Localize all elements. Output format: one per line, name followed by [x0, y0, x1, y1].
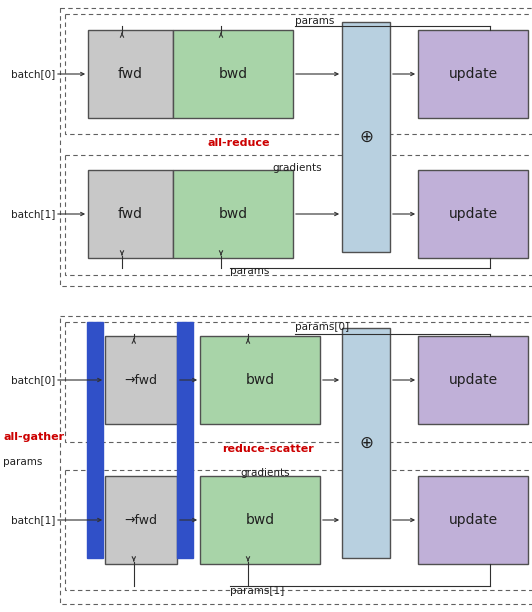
Text: params: params	[3, 457, 43, 467]
Bar	[60, 316, 532, 604]
Text: batch[1]: batch[1]	[11, 515, 55, 525]
Bar	[65, 322, 532, 442]
Bar	[200, 476, 320, 564]
Bar	[418, 476, 528, 564]
Text: params[0]: params[0]	[295, 322, 349, 332]
Text: update: update	[448, 513, 497, 527]
Bar	[65, 470, 532, 590]
Bar	[65, 155, 532, 275]
Bar	[105, 336, 177, 424]
Text: all-gather: all-gather	[3, 432, 64, 442]
Text: gradients: gradients	[240, 468, 289, 478]
Bar	[342, 22, 390, 252]
Text: fwd: fwd	[118, 207, 143, 221]
Text: bwd: bwd	[219, 207, 247, 221]
Text: batch[0]: batch[0]	[11, 375, 55, 385]
Text: update: update	[448, 67, 497, 81]
Text: batch[1]: batch[1]	[11, 209, 55, 219]
Text: ⊕: ⊕	[359, 434, 373, 452]
Bar	[342, 328, 390, 558]
Bar	[88, 30, 173, 118]
Bar	[200, 336, 320, 424]
Bar	[87, 322, 103, 558]
Text: params[1]: params[1]	[230, 586, 284, 596]
Bar	[418, 336, 528, 424]
Text: params: params	[230, 266, 269, 276]
Bar	[60, 8, 532, 286]
Text: batch[0]: batch[0]	[11, 69, 55, 79]
Text: bwd: bwd	[245, 513, 275, 527]
Text: params: params	[295, 16, 335, 26]
Text: all-reduce: all-reduce	[207, 138, 270, 148]
Bar	[173, 30, 293, 118]
Bar	[65, 14, 532, 134]
Bar	[88, 170, 173, 258]
Text: →fwd: →fwd	[124, 373, 157, 387]
Text: ⊕: ⊕	[359, 128, 373, 146]
Text: update: update	[448, 373, 497, 387]
Text: reduce-scatter: reduce-scatter	[222, 444, 314, 454]
Bar	[418, 170, 528, 258]
Bar	[173, 170, 293, 258]
Text: gradients: gradients	[272, 163, 322, 173]
Text: bwd: bwd	[245, 373, 275, 387]
Bar	[418, 30, 528, 118]
Text: update: update	[448, 207, 497, 221]
Text: →fwd: →fwd	[124, 513, 157, 526]
Bar	[177, 322, 193, 558]
Text: bwd: bwd	[219, 67, 247, 81]
Bar	[105, 476, 177, 564]
Text: fwd: fwd	[118, 67, 143, 81]
